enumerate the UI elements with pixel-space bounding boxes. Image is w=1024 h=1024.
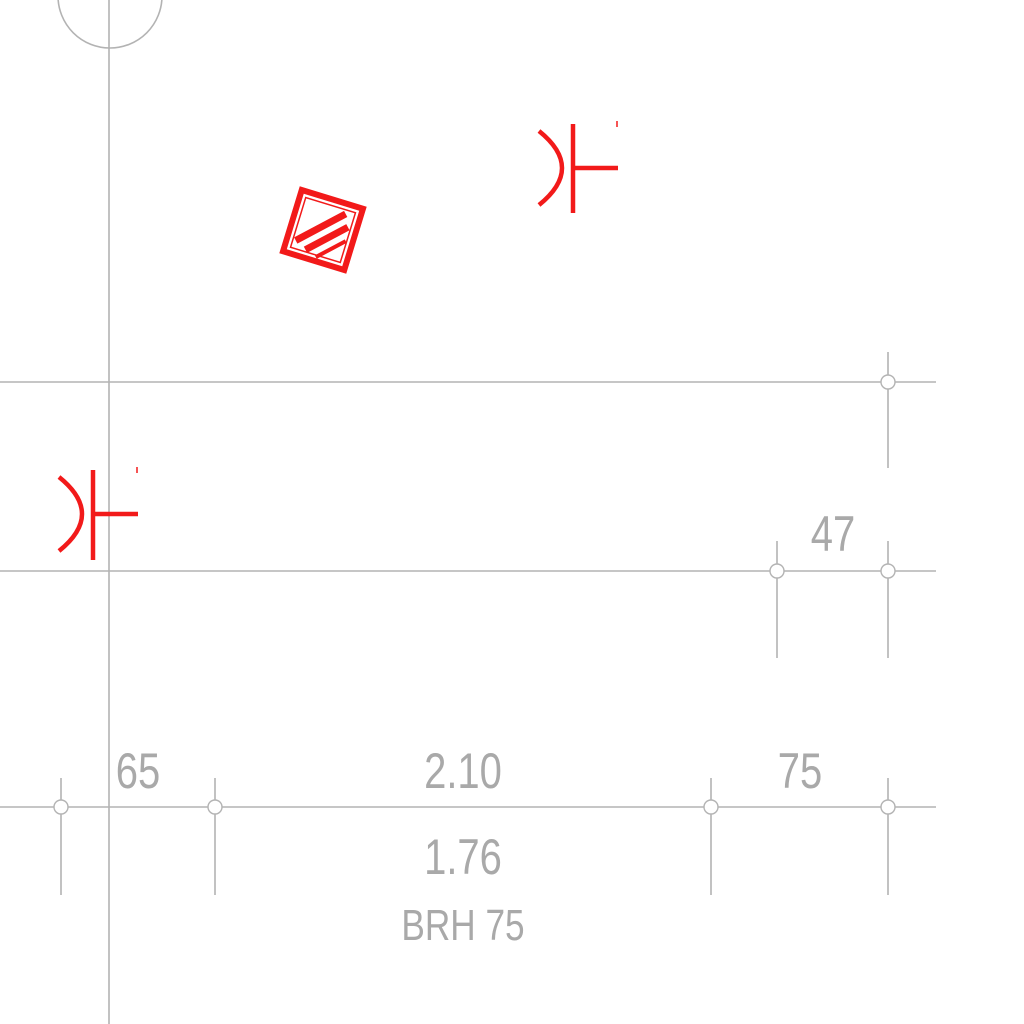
dimension-label-center: 2.10 xyxy=(424,743,502,799)
dimension-label-right: 75 xyxy=(778,743,822,799)
axis-bubble xyxy=(57,0,163,49)
sill-height-label: BRH 75 xyxy=(401,901,524,950)
dimension-label-left: 65 xyxy=(116,743,160,799)
socket-outlet-symbol-lower xyxy=(57,467,138,560)
distribution-panel-symbol xyxy=(279,186,367,274)
dimension-node xyxy=(207,799,223,815)
dimension-node xyxy=(703,799,719,815)
dimension-node xyxy=(53,799,69,815)
dimension-label-vertical: 47 xyxy=(811,506,855,562)
dimension-node xyxy=(880,374,896,390)
dimension-node xyxy=(880,799,896,815)
dimension-node xyxy=(769,563,785,579)
opening-width-label: 1.76 xyxy=(424,829,502,885)
dimension-node xyxy=(880,563,896,579)
socket-outlet-symbol-upper xyxy=(537,121,618,213)
